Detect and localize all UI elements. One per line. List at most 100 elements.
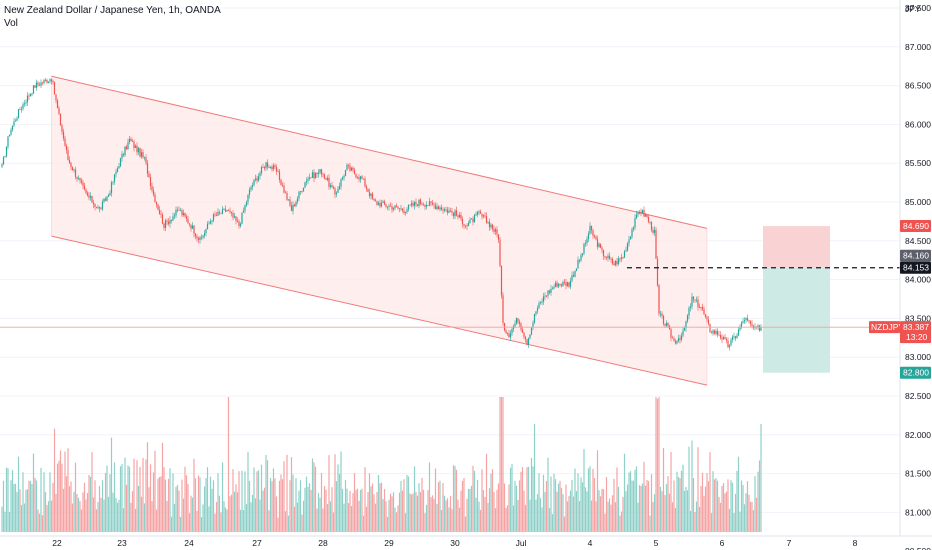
volume-bar [589,466,591,532]
volume-bar [403,479,405,532]
candle-body [443,209,446,211]
candle-body [215,215,218,216]
time-axis[interactable]: 22 23 24 27 28 29 30 Jul 4 5 6 7 8 [52,538,857,548]
volume-bar [433,498,435,532]
price-tags: 84.690 84.160 84.153 82.800 NZDJPY83.38713:2… [869,220,931,379]
volume-bar [218,495,221,532]
candle-body [119,158,122,167]
candle-body [608,255,611,259]
volume-bar [127,465,129,532]
x-tick-label: Jul [516,538,527,548]
candle-body [320,169,323,175]
candle-body [661,313,663,316]
volume-bar [569,490,572,532]
volume-bar [737,456,740,532]
volume-bar [83,482,86,532]
chart-title[interactable]: New Zealand Dollar / Japanese Yen, 1h, O… [4,5,221,16]
volume-bar [221,462,224,532]
candle-body [41,82,44,84]
candle-body [418,199,420,207]
candle-body [2,157,5,165]
candle-body [742,321,744,323]
candle-body [697,299,699,308]
candle-body [407,204,410,210]
candle-body [415,202,417,205]
volume-bar [358,500,360,532]
volume-bar [400,480,402,532]
current-price-tag: 83.387 [903,322,929,332]
candle-body [293,204,296,207]
candle-body [758,325,761,331]
volume-bar [200,517,203,532]
volume-bar [296,502,299,532]
volume-bar [665,484,668,532]
candle-body [133,141,135,148]
candle-body [346,164,348,170]
candle-body [641,210,644,214]
volume-bar [740,480,743,532]
volume-bar [599,496,602,532]
volume-bar [445,500,447,532]
candle-body [713,330,716,334]
candle-body [190,224,192,229]
volume-bar [505,507,507,532]
volume-bar [649,515,651,532]
volume-bar [361,488,363,532]
volume-bar [182,498,185,532]
volume-bar [593,477,596,532]
volume-bar [193,458,195,532]
volume-bar [301,514,303,532]
candle-body [692,296,695,300]
candle-body [37,82,39,85]
volume-bar [628,472,630,532]
volume-bar [46,505,48,532]
volume-bar [521,467,524,532]
volume-bar [421,477,423,532]
candle-body [565,282,567,286]
volume-bar [67,448,69,532]
candle-body [482,215,485,217]
volume-bar [184,466,186,532]
candle-body [116,168,119,172]
candle-body [437,206,440,210]
price-channel[interactable] [51,75,708,386]
candle-body [238,221,240,227]
candle-body [463,224,465,226]
candle-body [532,322,534,328]
candle-body [451,210,453,213]
candle-body [730,339,732,346]
candle-body [626,243,629,251]
price-axis[interactable]: 87.500 87.000 86.500 86.000 85.500 85.000 84.5… [905,3,931,550]
volume-bar [605,477,608,532]
candle-body [677,338,680,342]
candle-body [664,324,666,326]
candle-body [646,214,648,217]
candle-body [685,321,687,329]
candle-body [359,176,362,180]
candle-body [157,204,159,210]
volume-bar [323,485,326,532]
candle-body [571,275,573,281]
volume-bar [746,481,749,532]
candle-body [518,321,521,324]
volume-bar [203,486,206,532]
candle-body [88,195,90,198]
candle-body [280,179,282,186]
candle-body [34,85,36,88]
candle-body [89,196,92,198]
candle-body [490,224,492,228]
candle-body [416,204,419,207]
x-tick-label: 23 [117,538,127,548]
candle-body [305,180,308,183]
candle-body [413,202,416,206]
volume-bar [577,473,579,532]
candle-body [275,166,278,172]
candle-body [370,193,372,196]
candle-body [62,131,65,139]
volume-bar [488,488,491,532]
volume-bar [511,464,513,532]
take-profit-zone [763,267,830,373]
volume-bar [125,484,128,532]
volume-indicator-label[interactable]: Vol [4,18,18,29]
